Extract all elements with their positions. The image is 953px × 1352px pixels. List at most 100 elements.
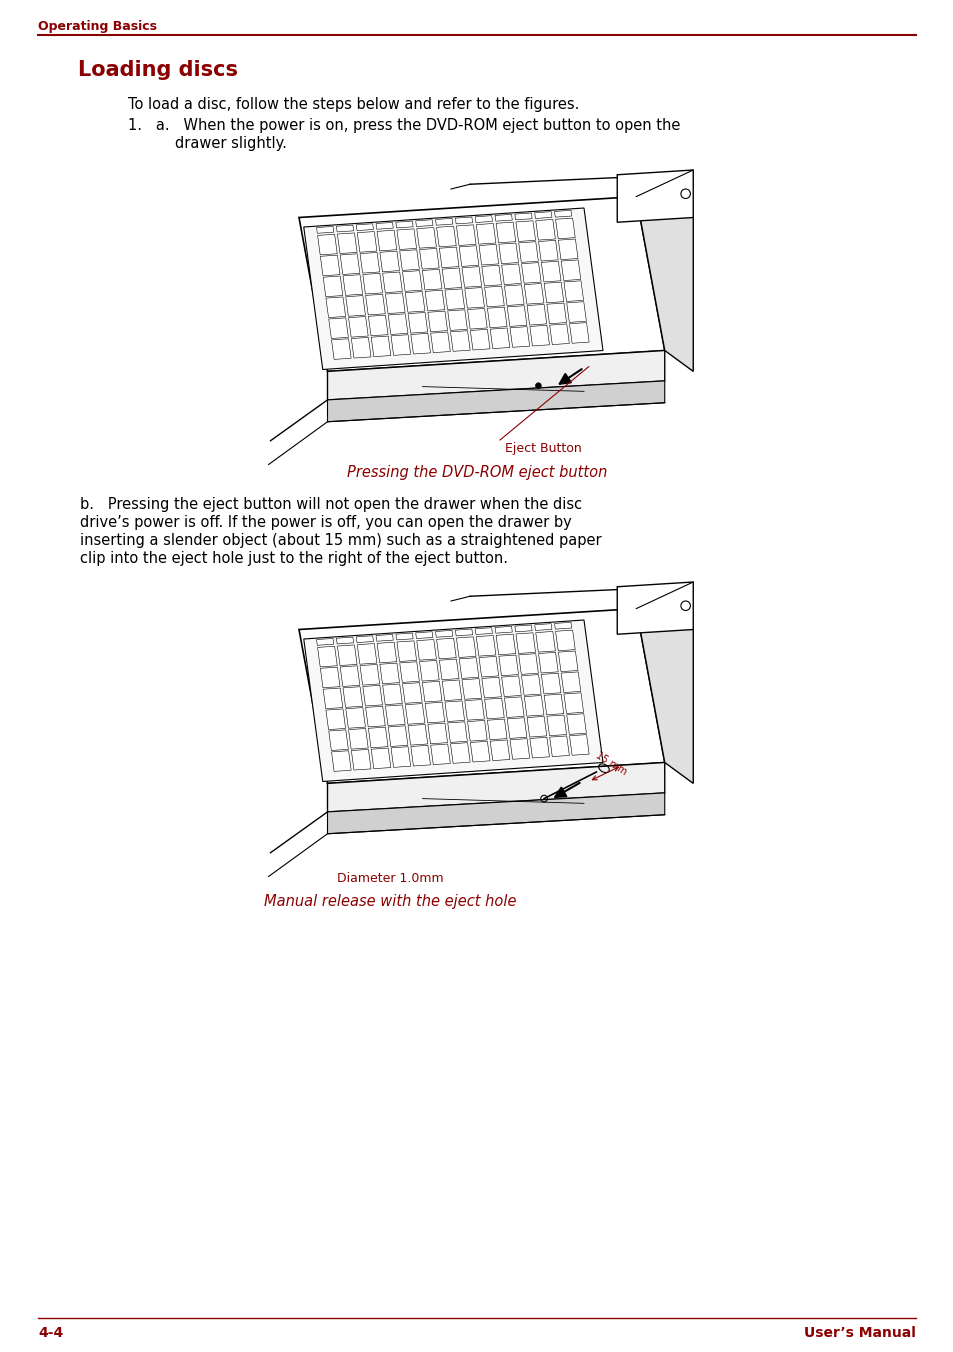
Polygon shape (439, 658, 458, 680)
Polygon shape (365, 706, 385, 727)
Polygon shape (524, 695, 543, 717)
Polygon shape (419, 249, 438, 269)
Polygon shape (416, 227, 436, 249)
Polygon shape (617, 581, 693, 634)
Polygon shape (345, 296, 365, 316)
Polygon shape (636, 608, 693, 783)
Polygon shape (478, 245, 498, 265)
Polygon shape (327, 381, 664, 422)
Polygon shape (534, 623, 552, 630)
Polygon shape (385, 704, 405, 726)
Polygon shape (554, 211, 571, 218)
Polygon shape (456, 224, 476, 246)
Polygon shape (484, 698, 504, 719)
Polygon shape (569, 734, 589, 756)
Polygon shape (371, 337, 391, 357)
Polygon shape (444, 289, 464, 310)
Polygon shape (408, 312, 427, 333)
Polygon shape (327, 792, 664, 834)
Polygon shape (478, 656, 498, 677)
Polygon shape (337, 233, 356, 254)
Polygon shape (501, 264, 520, 284)
Polygon shape (617, 170, 693, 222)
Polygon shape (332, 339, 351, 360)
Polygon shape (336, 226, 354, 233)
Polygon shape (510, 327, 529, 347)
Text: Diameter 1.0mm: Diameter 1.0mm (336, 872, 443, 886)
Polygon shape (345, 707, 365, 729)
Polygon shape (416, 631, 433, 638)
Polygon shape (563, 281, 583, 301)
Polygon shape (355, 635, 373, 642)
Polygon shape (524, 284, 543, 304)
Polygon shape (422, 269, 441, 289)
Polygon shape (428, 723, 447, 744)
Polygon shape (326, 708, 345, 730)
Polygon shape (450, 742, 470, 764)
Polygon shape (441, 268, 461, 288)
Polygon shape (368, 315, 388, 335)
Polygon shape (317, 646, 336, 667)
Polygon shape (405, 703, 424, 725)
Polygon shape (470, 741, 490, 763)
Polygon shape (546, 303, 566, 323)
Polygon shape (450, 331, 470, 352)
Polygon shape (298, 196, 664, 372)
Polygon shape (507, 306, 526, 326)
Polygon shape (464, 699, 484, 721)
Polygon shape (476, 223, 496, 245)
Polygon shape (538, 653, 558, 673)
Polygon shape (382, 684, 402, 704)
Polygon shape (543, 283, 563, 303)
Polygon shape (439, 247, 458, 268)
Polygon shape (316, 226, 334, 234)
Polygon shape (467, 721, 487, 741)
Polygon shape (303, 208, 602, 369)
Polygon shape (388, 314, 408, 334)
Polygon shape (518, 654, 537, 675)
Polygon shape (555, 630, 575, 650)
Polygon shape (368, 727, 388, 748)
Polygon shape (411, 334, 430, 354)
Polygon shape (521, 675, 540, 695)
Polygon shape (441, 680, 461, 700)
Polygon shape (329, 318, 348, 338)
Polygon shape (481, 265, 501, 285)
Polygon shape (428, 311, 447, 331)
Polygon shape (444, 700, 464, 722)
Text: drive’s power is off. If the power is off, you can open the drawer by: drive’s power is off. If the power is of… (80, 515, 571, 530)
Polygon shape (343, 687, 362, 707)
Polygon shape (411, 745, 430, 767)
Polygon shape (458, 657, 478, 679)
Polygon shape (395, 633, 413, 639)
Polygon shape (490, 329, 509, 349)
Polygon shape (336, 637, 354, 644)
Polygon shape (320, 256, 339, 276)
Polygon shape (498, 243, 518, 264)
Polygon shape (405, 292, 424, 312)
Polygon shape (416, 639, 436, 660)
Polygon shape (329, 730, 348, 750)
Polygon shape (447, 722, 467, 742)
Polygon shape (348, 729, 368, 749)
Polygon shape (476, 635, 496, 656)
Polygon shape (504, 285, 523, 306)
Polygon shape (549, 735, 569, 757)
Polygon shape (504, 696, 523, 718)
Polygon shape (351, 749, 371, 771)
Polygon shape (555, 218, 575, 239)
Polygon shape (536, 631, 555, 652)
Polygon shape (467, 308, 487, 329)
Polygon shape (419, 660, 438, 681)
Polygon shape (396, 228, 416, 250)
Polygon shape (456, 637, 476, 657)
Polygon shape (436, 226, 456, 247)
Polygon shape (549, 324, 569, 345)
Polygon shape (382, 272, 402, 292)
Polygon shape (399, 250, 419, 270)
Polygon shape (323, 276, 342, 296)
Polygon shape (521, 262, 540, 283)
Polygon shape (470, 330, 490, 350)
Polygon shape (359, 664, 379, 685)
Polygon shape (536, 219, 555, 241)
